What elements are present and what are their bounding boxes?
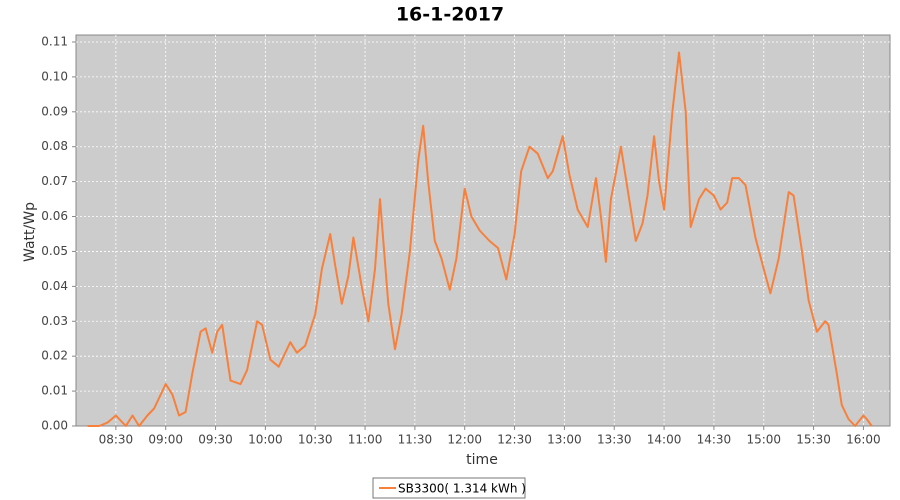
x-tick-label: 11:00 [348, 433, 383, 447]
y-tick-label: 0.02 [41, 349, 68, 363]
x-tick-label: 11:30 [398, 433, 433, 447]
x-tick-label: 12:30 [497, 433, 532, 447]
x-tick-label: 10:00 [248, 433, 283, 447]
y-tick-label: 0.08 [41, 139, 68, 153]
x-tick-label: 15:00 [746, 433, 781, 447]
y-tick-label: 0.06 [41, 209, 68, 223]
x-tick-label: 13:00 [547, 433, 582, 447]
x-tick-label: 14:00 [647, 433, 682, 447]
data-line [87, 51, 873, 427]
y-tick-label: 0.07 [41, 174, 68, 188]
x-tick-label: 08:30 [99, 433, 134, 447]
x-tick-label: 12:00 [447, 433, 482, 447]
y-tick-label: 0.09 [41, 104, 68, 118]
y-tick-label: 0.04 [41, 279, 68, 293]
y-tick-label: 0.11 [41, 34, 68, 48]
y-tick-label: 0.01 [41, 384, 68, 398]
x-tick-label: 14:30 [697, 433, 732, 447]
x-tick-label: 09:30 [198, 433, 233, 447]
x-tick-label: 16:00 [846, 433, 881, 447]
y-axis-label: Watt/Wp [22, 202, 38, 262]
x-tick-label: 10:30 [298, 433, 333, 447]
y-tick-label: 0.03 [41, 314, 68, 328]
x-axis-label: time [466, 452, 498, 468]
legend-box [372, 477, 526, 499]
y-tick-label: 0.00 [41, 419, 68, 433]
legend-label: SB3300( 1.314 kWh ) [398, 482, 526, 496]
plot-area [75, 34, 891, 427]
y-tick-label: 0.05 [41, 244, 68, 258]
legend: SB3300( 1.314 kWh ) [372, 477, 526, 499]
x-tick-label: 09:00 [148, 433, 183, 447]
y-tick-label: 0.10 [41, 69, 68, 83]
x-tick-label: 13:30 [597, 433, 632, 447]
x-tick-label: 15:30 [796, 433, 831, 447]
chart-title: 16-1-2017 [396, 4, 504, 26]
